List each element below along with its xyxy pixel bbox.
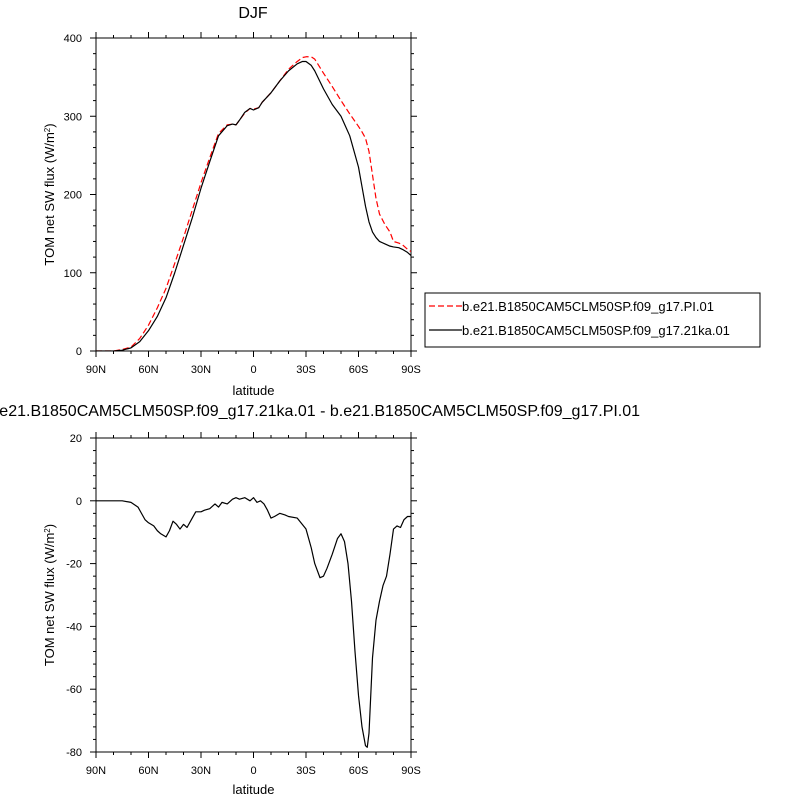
legend: b.e21.B1850CAM5CLM50SP.f09_g17.PI.01 b.e2…	[424, 292, 761, 348]
x-tick-label: 90N	[86, 765, 106, 777]
y-tick-label: 200	[64, 190, 82, 202]
y-tick-label: 20	[70, 433, 82, 445]
chart-panel-2: 90N 60N 30N 0 30S 60S 90S -80 -60 -40 -20 0 20 b.e21.…	[0, 403, 640, 797]
chart-panel-1: 90N 60N 30N 0 30S 60S 90S 0 100 200 300 400 DJF latit…	[42, 5, 761, 398]
x-tick-label: 30N	[191, 364, 211, 376]
x-tick-label: 90S	[401, 364, 421, 376]
x-tick-label: 90N	[86, 364, 106, 376]
y-tick-label: 400	[64, 33, 82, 45]
legend-box	[424, 292, 761, 348]
y-tick-label: 0	[76, 496, 82, 508]
legend-entry-2: b.e21.B1850CAM5CLM50SP.f09_g17.21ka.01	[462, 323, 730, 338]
x-tick-label: 60S	[349, 364, 369, 376]
series-line-1	[96, 56, 411, 351]
plot-frame	[95, 437, 412, 753]
y-tick-label: -60	[66, 684, 82, 696]
x-tick-label: 90S	[401, 765, 421, 777]
series-line-2	[96, 60, 411, 351]
chart-title: b.e21.B1850CAM5CLM50SP.f09_g17.21ka.01 -…	[0, 403, 640, 420]
y-tick-label: 0	[76, 346, 82, 358]
x-tick-label: 60S	[349, 765, 369, 777]
series-line-1	[96, 497, 411, 748]
x-tick-label: 30S	[296, 765, 316, 777]
x-axis-label: latitude	[233, 782, 275, 797]
y-tick-label: -40	[66, 621, 82, 633]
y-tick-label: -80	[66, 747, 82, 759]
x-tick-label: 60N	[138, 765, 158, 777]
y-axis-label: TOM net SW flux (W/m2)	[42, 123, 57, 265]
y-tick-label: -20	[66, 559, 82, 571]
y-axis-label: TOM net SW flux (W/m2)	[42, 524, 57, 666]
x-tick-label: 0	[250, 765, 256, 777]
legend-entry-1: b.e21.B1850CAM5CLM50SP.f09_g17.PI.01	[462, 299, 714, 314]
chart-title: DJF	[238, 5, 268, 22]
x-axis-label: latitude	[233, 383, 275, 398]
y-tick-label: 300	[64, 111, 82, 123]
x-tick-label: 60N	[138, 364, 158, 376]
x-tick-label: 0	[250, 364, 256, 376]
y-tick-label: 100	[64, 268, 82, 280]
x-tick-label: 30N	[191, 765, 211, 777]
x-tick-label: 30S	[296, 364, 316, 376]
